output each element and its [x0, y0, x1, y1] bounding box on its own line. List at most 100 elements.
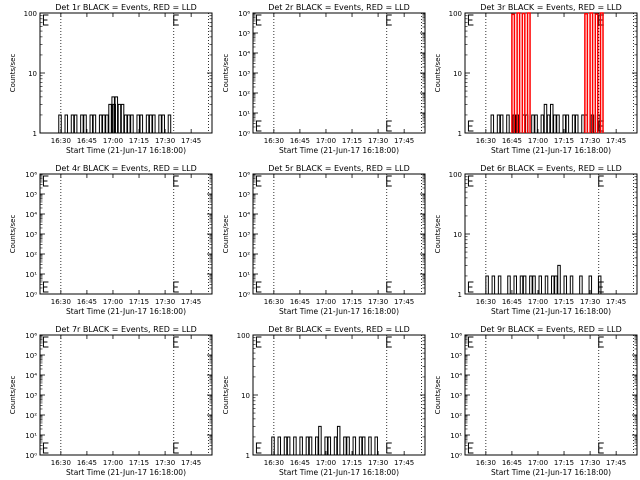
x-tick-label: 17:00	[316, 137, 336, 145]
panel-7: Det 7r BLACK = Events, RED = LLD Counts/s…	[9, 325, 213, 477]
data-point	[109, 103, 111, 105]
data-point	[128, 114, 130, 116]
panel-title: Det 8r BLACK = Events, RED = LLD	[268, 325, 410, 334]
x-tick-label: 16:30	[476, 459, 496, 467]
y-tick-label: 10⁴	[238, 211, 250, 219]
y-tick-label: 1	[458, 130, 462, 138]
y-axis-label: Counts/sec	[9, 376, 17, 415]
x-axis-label: Start Time (21-Jun-17 16:18:00)	[279, 307, 399, 316]
data-point	[357, 454, 358, 456]
data-point	[72, 114, 73, 116]
y-tick-label: 10⁰	[450, 452, 462, 460]
y-tick-label: 100	[237, 332, 250, 340]
x-tick-label: 17:45	[606, 298, 626, 306]
event-marker	[42, 336, 49, 348]
y-tick-label: 1	[246, 452, 250, 460]
event-marker	[173, 14, 179, 26]
x-tick-label: 16:45	[290, 298, 310, 306]
y-tick-label: 10²	[238, 90, 250, 98]
x-tick-label: 17:45	[394, 298, 414, 306]
x-tick-label: 17:45	[394, 137, 414, 145]
y-tick-label: 10⁶	[25, 332, 37, 340]
data-point	[517, 293, 519, 295]
data-point	[84, 114, 86, 116]
data-point	[278, 436, 280, 438]
data-point	[134, 132, 136, 134]
data-point	[552, 275, 554, 277]
event-marker	[386, 14, 392, 26]
data-point	[363, 436, 365, 438]
y-tick-label: 10	[453, 231, 462, 239]
data-point	[548, 114, 549, 116]
data-point	[570, 132, 571, 134]
data-point	[303, 454, 305, 456]
y-axis-label: Counts/sec	[9, 215, 17, 254]
plot-frame	[464, 173, 638, 295]
x-tick-label: 17:45	[181, 137, 201, 145]
y-tick-label: 10¹	[238, 110, 250, 118]
x-tick-label: 17:15	[129, 459, 149, 467]
data-point	[560, 132, 562, 134]
data-point	[272, 436, 274, 438]
data-point	[586, 293, 588, 295]
data-point	[344, 436, 346, 438]
data-point	[325, 436, 327, 438]
data-point	[535, 114, 537, 116]
event-marker	[42, 281, 49, 293]
data-point	[169, 114, 170, 116]
event-marker	[42, 175, 49, 187]
data-point	[590, 12, 592, 14]
data-point	[131, 114, 133, 116]
plot-frame	[464, 334, 638, 456]
data-point	[511, 293, 513, 295]
data-point	[599, 275, 601, 277]
x-tick-label: 17:15	[342, 298, 362, 306]
x-tick-label: 17:15	[554, 137, 574, 145]
y-tick-label: 10⁶	[25, 171, 37, 179]
data-point	[489, 293, 491, 295]
x-tick-label: 17:00	[103, 459, 123, 467]
x-tick-label: 17:30	[368, 137, 388, 145]
plot-frame	[252, 173, 426, 295]
event-marker	[386, 120, 392, 132]
y-tick-label: 10¹	[25, 271, 37, 279]
data-point	[150, 114, 152, 116]
panel-5: Det 5r BLACK = Events, RED = LLD Counts/s…	[222, 164, 426, 316]
event-marker	[173, 175, 179, 187]
data-point	[577, 293, 579, 295]
event-marker	[386, 281, 392, 293]
x-tick-label: 16:30	[264, 137, 284, 145]
y-tick-label: 10³	[25, 392, 37, 400]
event-marker	[255, 120, 262, 132]
data-point	[65, 114, 67, 116]
data-point	[557, 114, 559, 116]
x-tick-label: 16:45	[290, 459, 310, 467]
data-point	[498, 114, 499, 116]
data-point	[502, 293, 504, 295]
x-tick-label: 16:45	[77, 137, 97, 145]
x-tick-label: 17:45	[181, 459, 201, 467]
data-point	[536, 293, 538, 295]
y-tick-label: 10⁴	[25, 211, 37, 219]
x-tick-label: 16:30	[51, 298, 71, 306]
panel-4: Det 4r BLACK = Events, RED = LLD Counts/s…	[9, 164, 213, 316]
x-tick-label: 17:00	[316, 459, 336, 467]
data-point	[517, 12, 519, 14]
data-point	[106, 114, 108, 116]
data-point	[153, 114, 155, 116]
panel-title: Det 3r BLACK = Events, RED = LLD	[480, 3, 622, 12]
data-point	[585, 114, 587, 116]
data-point	[118, 103, 120, 105]
x-tick-label: 16:30	[264, 459, 284, 467]
data-point	[580, 275, 582, 277]
x-tick-label: 17:00	[103, 137, 123, 145]
event-marker	[467, 442, 474, 454]
data-point	[162, 114, 164, 116]
data-point	[504, 132, 506, 134]
y-axis-label: Counts/sec	[222, 54, 230, 93]
x-tick-label: 17:30	[155, 137, 175, 145]
series-1-line	[482, 264, 602, 295]
x-tick-label: 16:45	[502, 298, 522, 306]
data-point	[59, 114, 61, 116]
